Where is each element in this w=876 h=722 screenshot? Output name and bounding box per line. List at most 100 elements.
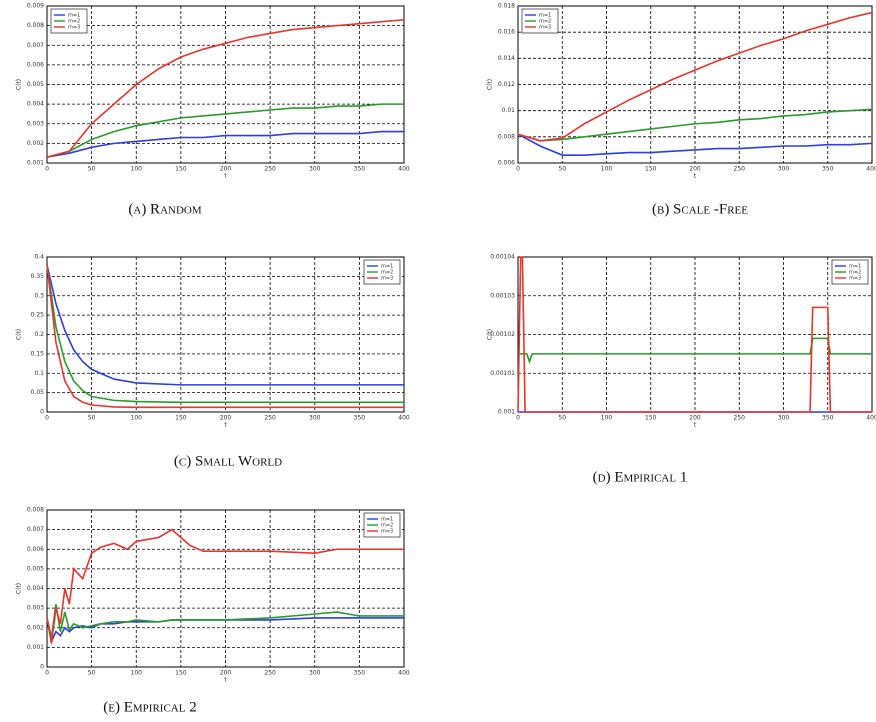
x-tick-label: 100 — [131, 415, 143, 422]
x-tick-label: 100 — [601, 166, 613, 173]
x-tick-label: 0 — [516, 166, 520, 173]
y-axis-label: C(t) — [16, 329, 23, 340]
x-tick-label: 200 — [689, 166, 701, 173]
legend-label: m=3 — [849, 276, 861, 282]
y-tick-label: 0.007 — [27, 526, 44, 533]
y-tick-label: 0.016 — [498, 29, 515, 36]
x-tick-label: 300 — [309, 415, 321, 422]
y-tick-label: 0.35 — [31, 273, 45, 280]
y-axis-label: C(t) — [487, 79, 494, 90]
y-tick-label: 0.006 — [27, 61, 44, 68]
legend-label: m=3 — [381, 529, 393, 535]
x-tick-label: 400 — [398, 415, 410, 422]
data-line — [46, 264, 404, 404]
y-tick-label: 0 — [40, 664, 44, 671]
x-tick-label: 50 — [558, 415, 566, 422]
y-tick-label: 0.001 — [27, 160, 44, 167]
data-line — [517, 256, 872, 413]
y-tick-label: 0.018 — [498, 3, 515, 10]
x-tick-label: 400 — [398, 670, 410, 677]
panel-caption: (e) Empirical 2 — [103, 699, 196, 715]
legend-label: m=2 — [539, 19, 551, 25]
x-tick-label: 50 — [88, 415, 96, 422]
x-tick-label: 150 — [175, 415, 187, 422]
x-tick-label: 150 — [175, 670, 187, 677]
x-tick-label: 150 — [645, 415, 657, 422]
x-axis-label: t — [224, 422, 227, 429]
x-tick-label: 400 — [866, 166, 876, 173]
x-axis-label: t — [694, 422, 697, 429]
data-line — [517, 133, 873, 156]
x-tick-label: 350 — [354, 670, 366, 677]
y-tick-label: 0.004 — [27, 101, 44, 108]
y-tick-label: 0.009 — [27, 3, 44, 10]
x-tick-label: 50 — [558, 166, 566, 173]
legend-label: m=2 — [381, 270, 393, 276]
legend-label: m=3 — [381, 276, 393, 282]
legend-label: m=1 — [68, 13, 80, 19]
x-tick-label: 200 — [220, 166, 232, 173]
data-line — [46, 528, 404, 644]
x-tick-label: 100 — [131, 670, 143, 677]
y-tick-label: 0.006 — [498, 160, 515, 167]
x-axis-label: t — [224, 173, 227, 180]
y-tick-label: 0.4 — [34, 254, 44, 261]
y-tick-label: 0 — [40, 409, 44, 416]
panel-caption: (b) Scale -Free — [652, 201, 748, 217]
y-tick-label: 0.005 — [27, 81, 44, 88]
data-line — [517, 108, 873, 142]
y-tick-label: 0.001 — [498, 409, 515, 416]
x-tick-label: 350 — [354, 166, 366, 173]
x-tick-label: 200 — [220, 415, 232, 422]
x-tick-label: 250 — [264, 415, 276, 422]
legend-label: m=1 — [381, 517, 393, 523]
x-tick-label: 250 — [734, 415, 746, 422]
y-tick-label: 0.1 — [34, 370, 44, 377]
x-tick-label: 0 — [45, 670, 49, 677]
legend-label: m=2 — [381, 523, 393, 529]
y-tick-label: 0.25 — [31, 312, 45, 319]
y-tick-label: 0.003 — [27, 605, 44, 612]
data-line — [46, 264, 404, 386]
legend-label: m=3 — [539, 25, 551, 31]
x-axis-label: t — [694, 173, 697, 180]
x-tick-label: 350 — [822, 166, 834, 173]
y-axis-label: C(t) — [16, 79, 23, 90]
panel-caption: (a) Random — [128, 201, 201, 217]
x-tick-label: 350 — [354, 415, 366, 422]
plot-area — [46, 509, 405, 668]
x-tick-label: 0 — [45, 415, 49, 422]
x-tick-label: 100 — [601, 415, 613, 422]
data-line — [46, 103, 404, 158]
y-tick-label: 0.002 — [27, 140, 44, 147]
chart-panel: 0.001 0.00101 0.00102 0.00103 0.00104 0 50 100 1… — [487, 254, 876, 486]
y-tick-label: 0.007 — [27, 42, 44, 49]
y-tick-label: 0.008 — [498, 133, 515, 140]
x-tick-label: 400 — [398, 166, 410, 173]
y-axis-label: C(t) — [16, 583, 23, 594]
y-tick-label: 0.008 — [27, 507, 44, 514]
y-tick-label: 0.00101 — [490, 370, 515, 377]
legend-label: m=2 — [849, 270, 861, 276]
y-tick-label: 0.014 — [498, 55, 515, 62]
y-tick-label: 0.012 — [498, 81, 515, 88]
y-tick-label: 0.3 — [34, 292, 44, 299]
x-tick-label: 400 — [866, 415, 876, 422]
y-tick-label: 0.002 — [27, 624, 44, 631]
x-tick-label: 150 — [645, 166, 657, 173]
x-tick-label: 0 — [516, 415, 520, 422]
x-tick-label: 200 — [689, 415, 701, 422]
legend-label: m=1 — [539, 13, 551, 19]
y-axis-label: C(t) — [487, 329, 494, 340]
y-tick-label: 0.15 — [31, 350, 45, 357]
y-tick-label: 0.001 — [27, 644, 44, 651]
chart-panel: 0.001 0.002 0.003 0.004 0.005 0.006 0.007 0.008… — [16, 3, 410, 218]
chart-panel: 0 0.05 0.1 0.15 0.2 0.25 0.3 0.35 0.4 0 50 100 150 20… — [16, 254, 410, 470]
x-tick-label: 300 — [309, 166, 321, 173]
y-tick-label: 0.00102 — [490, 331, 515, 338]
y-tick-label: 0.008 — [27, 22, 44, 29]
x-tick-label: 300 — [309, 670, 321, 677]
x-tick-label: 50 — [88, 166, 96, 173]
x-tick-label: 250 — [734, 166, 746, 173]
